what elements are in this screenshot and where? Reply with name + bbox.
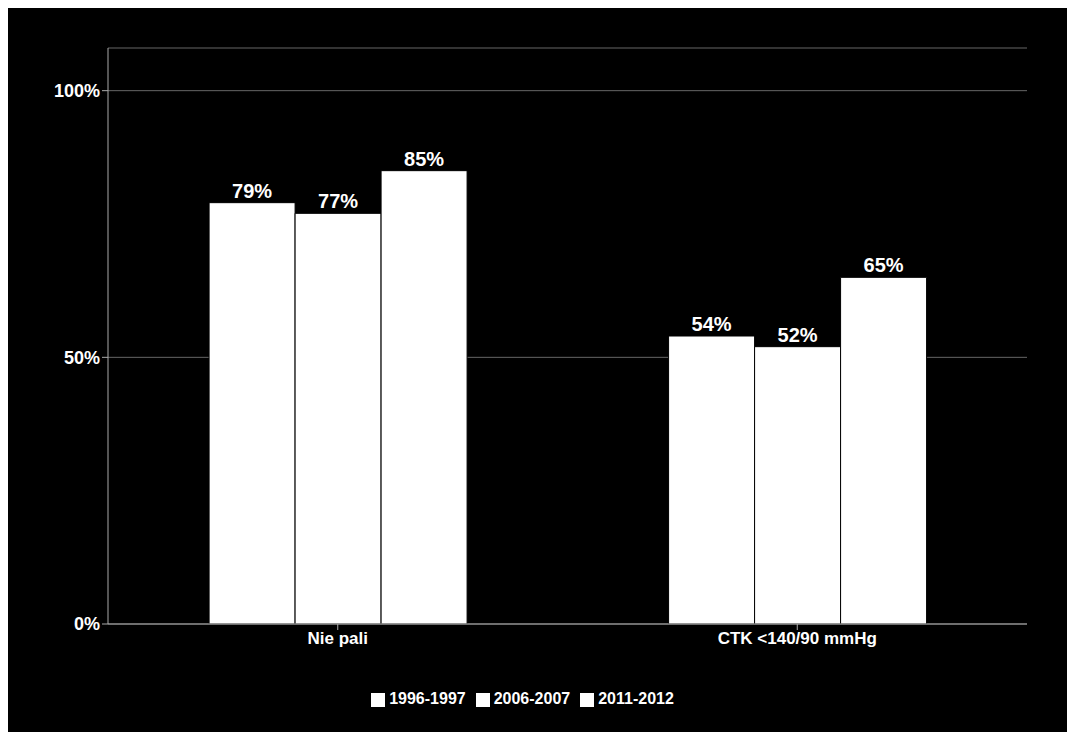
svg-text:100%: 100%: [54, 81, 100, 101]
html-text:2006-2007: 2006-2007: [493, 690, 571, 707]
svg-text:54%: 54%: [692, 313, 732, 335]
svg-text:Nie pali: Nie pali: [308, 629, 368, 648]
svg-text:65%: 65%: [864, 254, 904, 276]
svg-text:79%: 79%: [232, 180, 272, 202]
svg-text:0%: 0%: [74, 614, 100, 634]
html-text:1996-1997: 1996-1997: [389, 690, 466, 707]
svg-text:77%: 77%: [318, 190, 358, 212]
html-text:2011-2012: 2011-2012: [598, 690, 674, 707]
svg-text:CTK <140/90 mmHg: CTK <140/90 mmHg: [718, 629, 877, 648]
svg-text:50%: 50%: [64, 348, 100, 368]
svg-text:52%: 52%: [778, 324, 818, 346]
svg-text:85%: 85%: [404, 148, 444, 170]
